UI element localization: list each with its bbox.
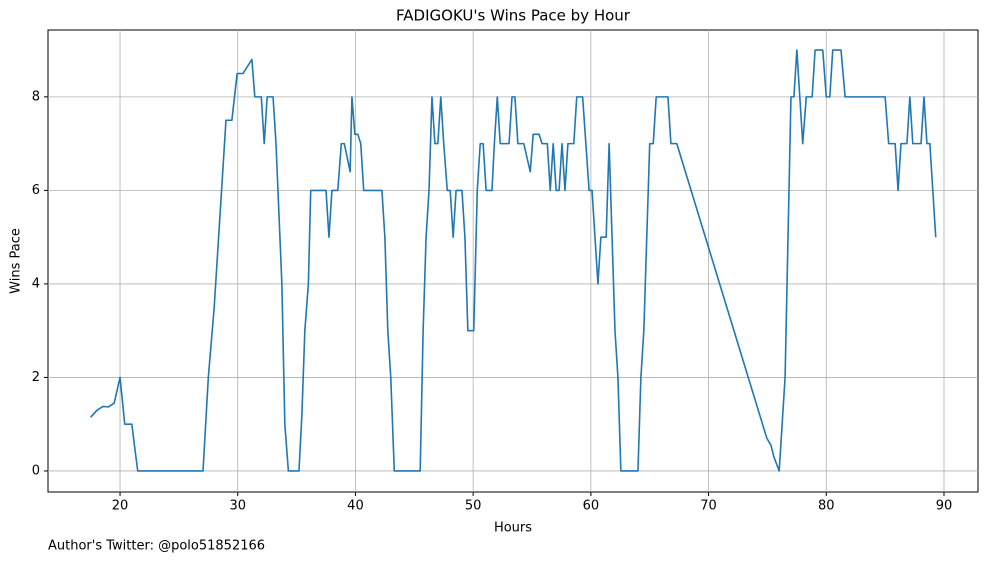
x-axis-label: Hours <box>494 521 532 536</box>
footnote: Author's Twitter: @polo51852166 <box>48 539 265 554</box>
y-tick-label: 0 <box>32 463 40 478</box>
plot-frame <box>47 29 979 493</box>
x-tick-label: 90 <box>936 499 953 514</box>
x-tick-label: 70 <box>700 499 717 514</box>
x-tick-label: 30 <box>229 499 246 514</box>
x-tick-label: 20 <box>112 499 129 514</box>
x-tick-label: 60 <box>583 499 600 514</box>
y-axis-label: Wins Pace <box>9 228 24 294</box>
y-tick-label: 8 <box>32 89 40 104</box>
chart-title: FADIGOKU's Wins Pace by Hour <box>396 7 631 25</box>
y-tick-label: 4 <box>32 276 40 291</box>
x-tick-label: 50 <box>465 499 482 514</box>
y-tick-label: 2 <box>32 370 40 385</box>
y-tick-label: 6 <box>32 183 40 198</box>
line <box>90 49 937 472</box>
x-tick-label: 40 <box>347 499 364 514</box>
x-tick-label: 80 <box>818 499 835 514</box>
